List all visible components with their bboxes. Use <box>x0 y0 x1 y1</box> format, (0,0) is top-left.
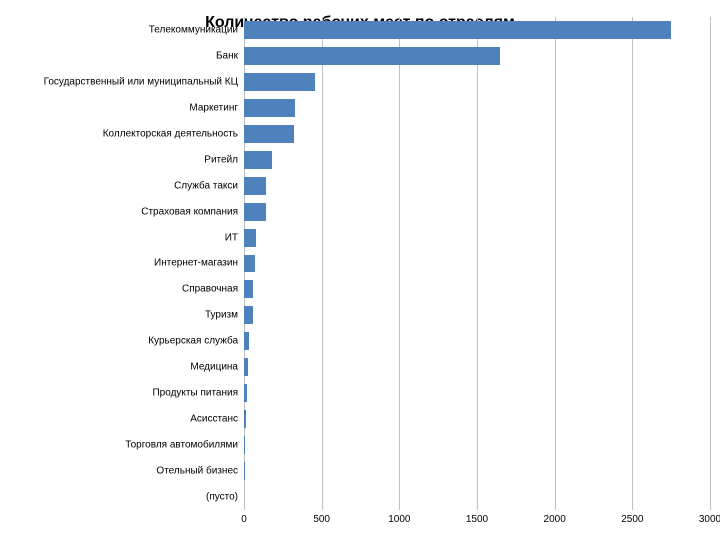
bar <box>244 73 315 91</box>
bar-row: Курьерская служба <box>244 328 710 354</box>
bar-row: Продукты питания <box>244 380 710 406</box>
bar <box>244 358 248 376</box>
bar <box>244 384 247 402</box>
category-label: Государственный или муниципальный КЦ <box>44 76 244 87</box>
x-tick-label: 2000 <box>544 510 566 525</box>
category-label: Ритейл <box>204 154 244 165</box>
bar <box>244 203 266 221</box>
bar <box>244 255 255 273</box>
category-label: Отельный бизнес <box>156 466 244 477</box>
x-tick-label: 3000 <box>699 510 720 525</box>
x-tick-label: 1000 <box>388 510 410 525</box>
grid-line <box>710 17 711 510</box>
bar-row: Служба такси <box>244 173 710 199</box>
chart-plot-area: 050010001500200025003000Телекоммуникации… <box>244 17 710 510</box>
bar <box>244 436 245 454</box>
bar-row: Асисстанс <box>244 406 710 432</box>
x-tick-label: 2500 <box>621 510 643 525</box>
category-label: (пусто) <box>206 492 244 503</box>
x-tick-label: 500 <box>313 510 330 525</box>
category-label: Справочная <box>182 284 244 295</box>
category-label: Маркетинг <box>189 102 244 113</box>
bar-row: Интернет-магазин <box>244 251 710 277</box>
bar <box>244 410 246 428</box>
bar <box>244 99 295 117</box>
category-label: Медицина <box>190 362 244 373</box>
bar-row: Отельный бизнес <box>244 458 710 484</box>
bar <box>244 151 272 169</box>
bar-row: Туризм <box>244 302 710 328</box>
bar-row: Страховая компания <box>244 199 710 225</box>
bar <box>244 229 256 247</box>
bar <box>244 332 249 350</box>
x-tick-label: 1500 <box>466 510 488 525</box>
category-label: Коллекторская деятельность <box>103 128 244 139</box>
bar-row: (пусто) <box>244 484 710 510</box>
category-label: Телекоммуникации <box>149 24 244 35</box>
bar-row: Медицина <box>244 354 710 380</box>
category-label: Банк <box>216 50 244 61</box>
category-label: Служба такси <box>174 180 244 191</box>
bar <box>244 21 671 39</box>
bar <box>244 125 294 143</box>
category-label: Курьерская служба <box>148 336 244 347</box>
category-label: Туризм <box>205 310 244 321</box>
bar-row: Телекоммуникации <box>244 17 710 43</box>
bar <box>244 280 253 298</box>
category-label: ИТ <box>225 232 244 243</box>
bar-row: Ритейл <box>244 147 710 173</box>
bar-row: Маркетинг <box>244 95 710 121</box>
bar <box>244 177 266 195</box>
bar <box>244 306 253 324</box>
bar-row: Торговля автомобилями <box>244 432 710 458</box>
bar-row: Банк <box>244 43 710 69</box>
bar <box>244 47 500 65</box>
category-label: Страховая компания <box>141 206 244 217</box>
bar-row: Справочная <box>244 276 710 302</box>
category-label: Продукты питания <box>152 388 244 399</box>
bar-row: ИТ <box>244 225 710 251</box>
bar-row: Государственный или муниципальный КЦ <box>244 69 710 95</box>
category-label: Асисстанс <box>190 414 244 425</box>
bar-row: Коллекторская деятельность <box>244 121 710 147</box>
category-label: Торговля автомобилями <box>125 440 244 451</box>
category-label: Интернет-магазин <box>154 258 244 269</box>
x-tick-label: 0 <box>241 510 247 525</box>
